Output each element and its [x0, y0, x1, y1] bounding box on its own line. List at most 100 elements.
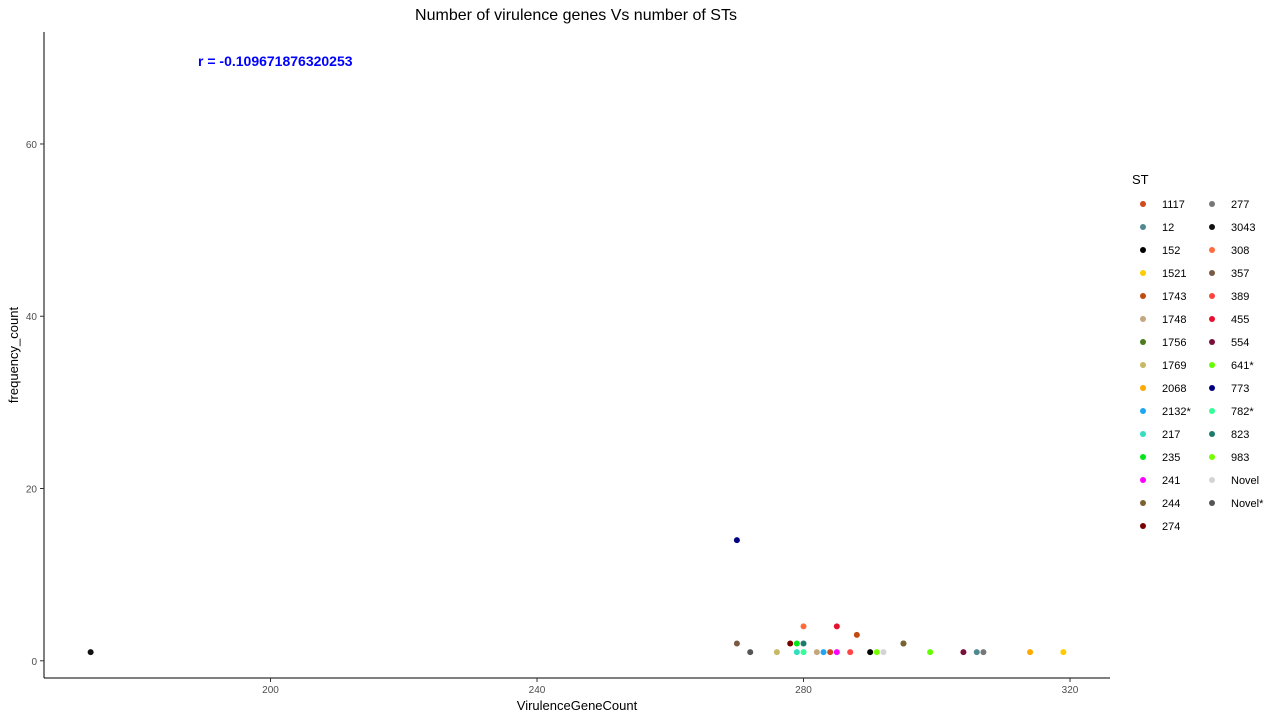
legend-label: Novel	[1231, 475, 1259, 487]
legend-key	[1209, 270, 1215, 276]
data-point	[800, 640, 807, 647]
x-ticks: 200 240 280 320	[262, 678, 1079, 696]
data-point	[900, 640, 907, 647]
data-point	[793, 640, 800, 647]
data-point	[1027, 649, 1034, 656]
data-point	[793, 649, 800, 656]
legend-key	[1140, 293, 1146, 299]
legend-key	[1140, 408, 1146, 414]
legend-label: 235	[1162, 452, 1180, 464]
legend-key	[1209, 431, 1215, 437]
legend-label: 823	[1231, 429, 1249, 441]
data-point	[873, 649, 880, 656]
legend-key	[1209, 316, 1215, 322]
legend-key	[1209, 408, 1215, 414]
data-point	[847, 649, 854, 656]
legend-label: 2068	[1162, 383, 1186, 395]
data-point	[927, 649, 934, 656]
data-point	[827, 649, 834, 656]
legend-key	[1140, 339, 1146, 345]
legend-key	[1140, 500, 1146, 506]
x-axis-title: VirulenceGeneCount	[517, 698, 638, 713]
data-point	[813, 649, 820, 656]
legend-key	[1140, 362, 1146, 368]
legend-label: 554	[1231, 337, 1249, 349]
x-tick-label: 320	[1062, 685, 1079, 696]
legend-label: 274	[1162, 521, 1180, 533]
data-point	[820, 649, 827, 656]
legend-label: 244	[1162, 498, 1180, 510]
legend-label: 1521	[1162, 268, 1186, 280]
data-point	[733, 640, 740, 647]
y-axis-title: frequency_count	[6, 307, 21, 404]
legend-key	[1140, 431, 1146, 437]
legend-key	[1209, 362, 1215, 368]
legend-label: 1748	[1162, 314, 1186, 326]
legend-key	[1140, 454, 1146, 460]
x-tick-label: 240	[529, 685, 546, 696]
legend-key	[1140, 316, 1146, 322]
legend: 1117 12 152 1521 1743 1748 1756 1769 2068 2132* 21…	[1140, 199, 1264, 533]
data-point	[960, 649, 967, 656]
data-point	[1060, 649, 1067, 656]
legend-label: 983	[1231, 452, 1249, 464]
legend-key	[1209, 454, 1215, 460]
legend-key	[1140, 270, 1146, 276]
chart-title: Number of virulence genes Vs number of S…	[415, 7, 737, 24]
data-point	[773, 649, 780, 656]
data-point	[87, 649, 94, 656]
legend-key	[1140, 523, 1146, 529]
data-point	[800, 623, 807, 630]
legend-key	[1140, 477, 1146, 483]
x-tick-label: 280	[795, 685, 812, 696]
plot-area	[87, 537, 1067, 656]
legend-key	[1209, 201, 1215, 207]
legend-label: 308	[1231, 245, 1249, 257]
legend-label: 241	[1162, 475, 1180, 487]
legend-label: 217	[1162, 429, 1180, 441]
legend-label: 1756	[1162, 337, 1186, 349]
legend-key	[1209, 477, 1215, 483]
y-tick-label: 40	[26, 312, 38, 323]
legend-key	[1209, 500, 1215, 506]
data-point	[853, 631, 860, 638]
data-point	[833, 623, 840, 630]
data-point	[973, 649, 980, 656]
legend-title: ST	[1132, 172, 1149, 187]
legend-label: 1769	[1162, 360, 1186, 372]
data-point	[747, 649, 754, 656]
data-point	[800, 649, 807, 656]
legend-label: 3043	[1231, 222, 1255, 234]
legend-key	[1140, 247, 1146, 253]
legend-label: 773	[1231, 383, 1249, 395]
data-point	[833, 649, 840, 656]
correlation-annotation: r = -0.109671876320253	[198, 53, 353, 69]
legend-label: 1743	[1162, 291, 1186, 303]
legend-label: 782*	[1231, 406, 1254, 418]
legend-key	[1209, 339, 1215, 345]
legend-key	[1209, 224, 1215, 230]
legend-label: 357	[1231, 268, 1249, 280]
legend-key	[1209, 293, 1215, 299]
data-point	[867, 649, 874, 656]
legend-key	[1209, 385, 1215, 391]
legend-label: 641*	[1231, 360, 1254, 372]
legend-label: Novel*	[1231, 498, 1264, 510]
legend-key	[1140, 201, 1146, 207]
y-ticks: 0 20 40 60	[26, 140, 44, 668]
legend-key	[1140, 224, 1146, 230]
legend-label: 455	[1231, 314, 1249, 326]
legend-label: 389	[1231, 291, 1249, 303]
legend-label: 2132*	[1162, 406, 1191, 418]
data-point	[733, 537, 740, 544]
y-tick-label: 0	[31, 657, 37, 668]
data-point	[980, 649, 987, 656]
data-point	[787, 640, 794, 647]
legend-key	[1209, 247, 1215, 253]
legend-label: 152	[1162, 245, 1180, 257]
data-point	[880, 649, 887, 656]
legend-label: 12	[1162, 222, 1174, 234]
legend-label: 277	[1231, 199, 1249, 211]
x-tick-label: 200	[262, 685, 279, 696]
